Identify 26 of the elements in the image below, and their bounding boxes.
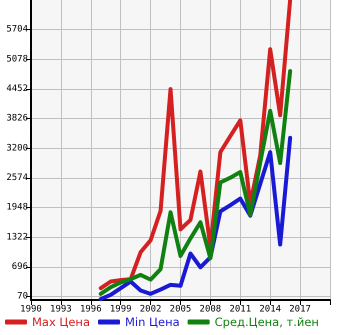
x-tick-label: 2005 bbox=[170, 304, 192, 314]
y-tick-label: 4452 bbox=[6, 84, 28, 94]
x-tick-label: 2014 bbox=[259, 304, 282, 314]
legend-label: Min Цена bbox=[125, 315, 180, 329]
line-series bbox=[98, 136, 292, 302]
legend-label: Max Цена bbox=[32, 315, 90, 329]
x-tick-label: 1996 bbox=[80, 304, 102, 314]
line-series bbox=[98, 69, 292, 296]
y-tick-label: 5704 bbox=[6, 24, 28, 35]
x-tick-label: 1990 bbox=[20, 304, 42, 314]
y-tick-label: 1322 bbox=[6, 232, 28, 242]
y-tick-label: 2574 bbox=[6, 173, 28, 184]
x-tick-label: 2011 bbox=[229, 304, 252, 314]
legend-label: Сред.Цена, т.йен bbox=[214, 315, 319, 329]
x-tick-label: 2002 bbox=[140, 304, 162, 314]
x-tick-label: 2017 bbox=[289, 304, 311, 314]
y-tick-label: 70 bbox=[17, 292, 28, 302]
x-tick-label: 2008 bbox=[200, 304, 222, 314]
y-tick-label: 3826 bbox=[6, 114, 28, 124]
line-series bbox=[98, 0, 292, 290]
y-tick-label: 696 bbox=[12, 262, 28, 272]
y-tick-label: 5078 bbox=[6, 54, 28, 64]
x-tick-label: 1993 bbox=[50, 304, 72, 314]
y-tick-label: 1948 bbox=[6, 202, 28, 213]
y-tick-label: 3200 bbox=[6, 143, 28, 154]
x-tick-label: 1999 bbox=[110, 304, 132, 314]
